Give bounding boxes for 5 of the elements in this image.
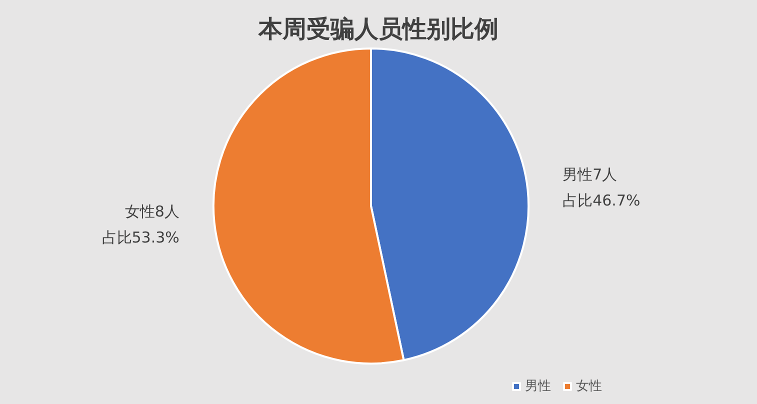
legend-label: 男性: [525, 379, 551, 394]
data-label: 男性7人占比46.7%: [562, 165, 640, 210]
legend-label: 女性: [576, 379, 602, 394]
chart-title: 本周受骗人员性别比例: [258, 15, 498, 43]
data-label: 女性8人占比53.3%: [102, 202, 180, 247]
